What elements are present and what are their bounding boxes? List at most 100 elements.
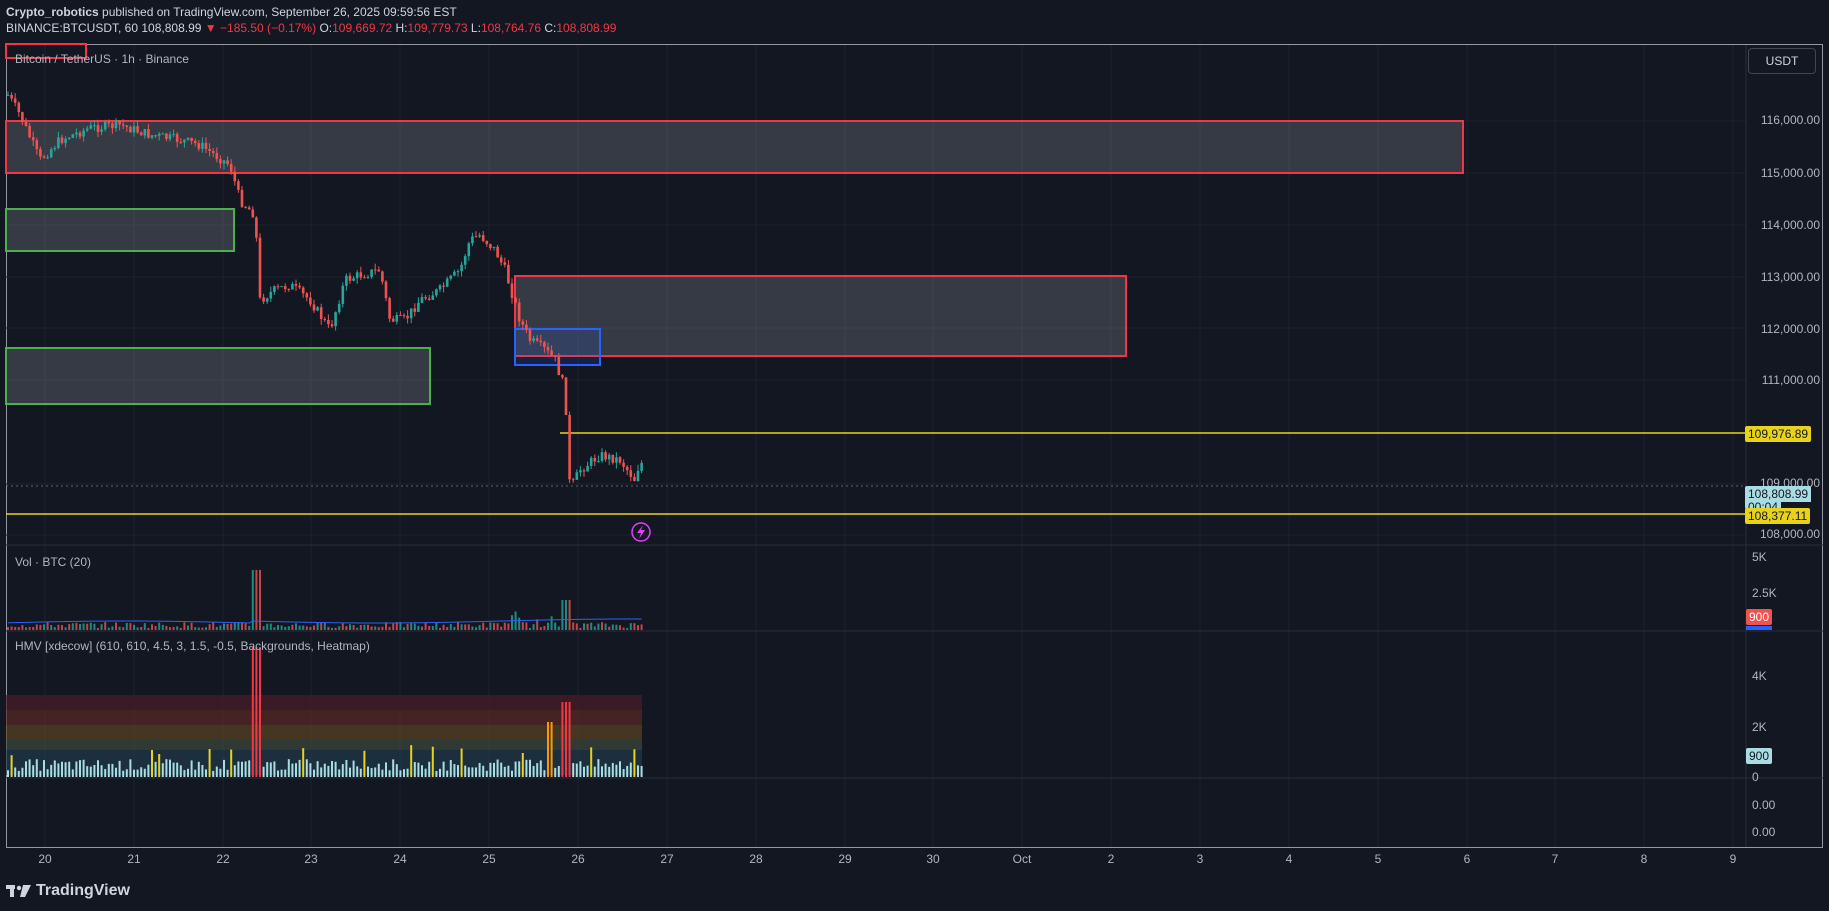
candle-body xyxy=(618,457,622,463)
hmv-bar xyxy=(197,761,200,777)
price-axis-label: 114,000.00 xyxy=(1760,218,1820,232)
demand-zone-left-upper[interactable] xyxy=(5,208,235,252)
supply-zone-mid[interactable] xyxy=(514,275,1127,357)
volume-bar xyxy=(511,615,513,630)
candle-body xyxy=(276,286,280,288)
hmv-bar xyxy=(518,761,521,777)
volume-bar xyxy=(305,626,308,630)
volume-bar xyxy=(367,624,369,630)
time-axis-label: 29 xyxy=(838,852,852,866)
hmv-bar xyxy=(10,755,13,777)
hmv-bar xyxy=(71,769,74,777)
hmv-bar xyxy=(449,760,452,777)
candle-body xyxy=(395,315,399,322)
candlestick-series[interactable] xyxy=(6,91,643,483)
hmv-bar xyxy=(248,760,251,777)
hmv-bar xyxy=(21,767,24,777)
candle-body xyxy=(161,133,165,135)
hmv-bar xyxy=(532,765,535,777)
hmv-bar xyxy=(475,767,477,777)
hmv-bar xyxy=(287,759,290,777)
symbol-label[interactable]: BINANCE:BTCUSDT, 60 xyxy=(6,21,139,35)
candle-body xyxy=(233,171,237,182)
candle-body xyxy=(478,235,481,237)
demand-zone-left-lower[interactable] xyxy=(5,347,431,405)
candle-body xyxy=(607,454,611,460)
hmv-bar xyxy=(622,769,625,777)
hmv-pane-title[interactable]: HMV [xdecow] (610, 610, 4.5, 3, 1.5, -0.… xyxy=(15,639,370,653)
volume-bar xyxy=(356,627,359,630)
hmv-bar xyxy=(590,747,593,777)
main-pane-title[interactable]: Bitcoin / TetherUS · 1h · Binance xyxy=(15,52,189,66)
hmv-bar xyxy=(233,765,236,777)
hmv-bar xyxy=(392,759,395,777)
hmv-bar xyxy=(165,759,168,777)
candle-body xyxy=(427,298,431,300)
down-arrow-icon: ▼ xyxy=(204,21,217,35)
hmv-bar xyxy=(86,766,89,777)
support-price-badge[interactable]: 108,377.11 xyxy=(1745,508,1811,524)
candle-body xyxy=(143,129,147,136)
hmv-bar xyxy=(136,769,139,777)
hmv-bar xyxy=(424,768,427,777)
volume-bar xyxy=(230,623,233,630)
hmv-bar xyxy=(212,770,215,777)
candle-body xyxy=(453,271,456,276)
tradingview-logo[interactable]: TradingView xyxy=(6,882,130,900)
candle-body xyxy=(190,137,193,141)
hmv-bar xyxy=(457,765,459,777)
hmv-bar xyxy=(478,762,481,777)
volume-bar xyxy=(313,625,315,630)
supply-zone-top[interactable] xyxy=(5,120,1464,174)
candle-body xyxy=(49,149,53,158)
candle-body xyxy=(363,277,366,279)
volume-bar xyxy=(331,627,333,630)
candle-body xyxy=(543,342,546,348)
volume-bar xyxy=(273,627,276,630)
time-axis-label: 2 xyxy=(1107,852,1115,866)
volume-ma-marker xyxy=(1746,626,1772,630)
lightning-icon[interactable] xyxy=(631,522,651,542)
hmv-bar xyxy=(79,760,81,777)
volume-bar xyxy=(446,627,449,630)
hmv-bar xyxy=(201,765,204,777)
hmv-bar xyxy=(100,765,103,777)
candle-body xyxy=(305,293,309,298)
hmv-bar xyxy=(489,762,492,777)
supply-zone-clipped[interactable] xyxy=(5,43,87,59)
publisher-name[interactable]: Crypto_robotics xyxy=(6,5,99,19)
candle-body xyxy=(172,134,175,136)
candle-body xyxy=(35,140,39,150)
candle-body xyxy=(366,276,370,278)
time-axis-label: 3 xyxy=(1196,852,1204,866)
candle-body xyxy=(352,278,355,281)
volume-bar xyxy=(118,626,121,630)
hmv-bar xyxy=(151,749,153,777)
hmv-bar xyxy=(511,770,513,777)
hmv-bar xyxy=(367,766,369,777)
resistance-price-badge[interactable]: 109,976.89 xyxy=(1745,426,1812,442)
hmv-bar xyxy=(565,702,567,777)
candle-body xyxy=(381,271,384,282)
volume-bar xyxy=(453,626,456,630)
candle-body xyxy=(107,121,111,124)
candle-body xyxy=(24,121,28,126)
candle-body xyxy=(424,297,427,299)
candle-body xyxy=(586,465,589,472)
candle-body xyxy=(597,460,600,462)
candle-body xyxy=(312,304,316,311)
candle-body xyxy=(492,246,496,248)
volume-bar xyxy=(583,623,585,630)
volume-bar xyxy=(406,623,409,630)
volume-bar xyxy=(53,627,56,630)
candle-body xyxy=(384,281,388,299)
volume-pane-title[interactable]: Vol · BTC (20) xyxy=(15,555,92,569)
hmv-bar xyxy=(331,761,333,777)
hmv-bar xyxy=(626,765,629,777)
hmv-band xyxy=(6,725,642,740)
candle-body xyxy=(237,181,240,190)
hmv-bar xyxy=(568,702,571,777)
currency-button[interactable]: USDT xyxy=(1748,48,1816,74)
candle-body xyxy=(255,217,258,238)
